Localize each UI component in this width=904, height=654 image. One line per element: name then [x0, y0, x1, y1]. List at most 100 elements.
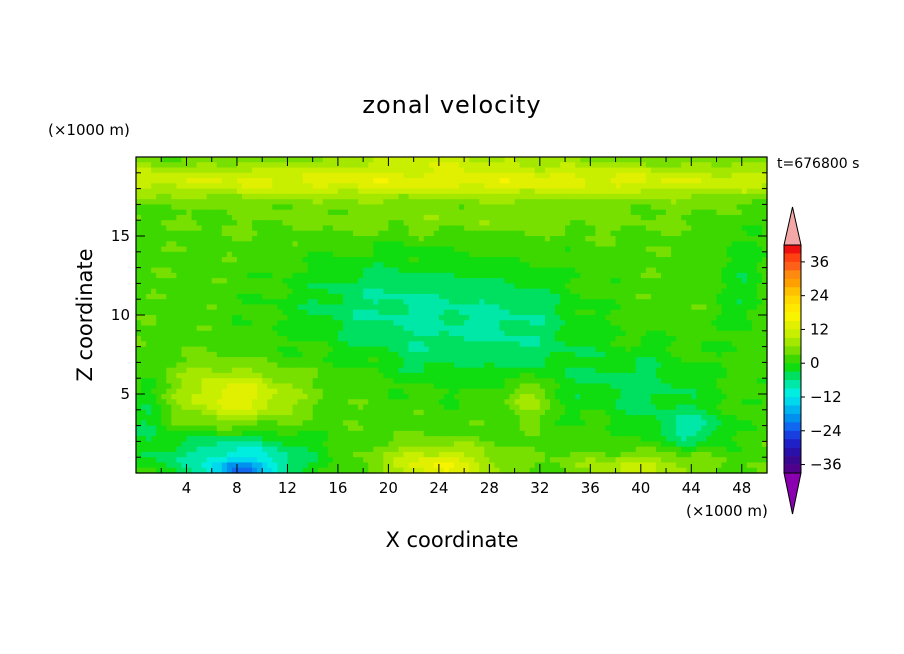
field-cell [519, 225, 526, 232]
field-cell [706, 188, 713, 195]
field-cell [524, 236, 531, 242]
field-cell [146, 188, 152, 195]
field-cell [312, 214, 319, 221]
field-cell [676, 236, 682, 242]
field-cell [161, 199, 167, 205]
field-cell [398, 209, 405, 216]
field-cell [438, 157, 445, 163]
field-cell [484, 157, 490, 163]
field-cell [302, 172, 309, 179]
field-cell [216, 172, 223, 179]
field-cell [383, 236, 389, 242]
field-cell [630, 172, 637, 179]
field-cell [731, 183, 738, 190]
field-cell [282, 351, 289, 358]
field-cell [509, 225, 516, 232]
field-cell [731, 299, 738, 306]
field-cell [151, 262, 157, 269]
field-cell [650, 193, 657, 200]
field-cell [570, 230, 576, 237]
field-cell [236, 262, 243, 269]
field-cell [519, 325, 526, 332]
field-cell [686, 157, 692, 163]
field-cell [433, 172, 440, 179]
field-cell [615, 167, 622, 174]
field-cell [711, 167, 718, 174]
field-cell [342, 320, 349, 327]
field-cell [226, 199, 233, 205]
field-cell [595, 241, 602, 248]
field-cell [454, 172, 460, 179]
field-cell [242, 178, 248, 184]
field-cell [565, 257, 571, 263]
field-cell [469, 236, 475, 242]
field-cell [247, 304, 253, 311]
field-cell [231, 315, 238, 321]
field-cell [438, 283, 445, 290]
field-cell [494, 330, 501, 337]
field-cell [474, 225, 480, 232]
field-cell [736, 272, 743, 279]
field-cell [474, 336, 480, 342]
field-cell [448, 336, 455, 342]
field-cell [368, 357, 374, 363]
field-cell [570, 193, 576, 200]
field-cell [272, 157, 278, 163]
field-cell [332, 309, 339, 316]
field-cell [448, 246, 455, 253]
field-cell [645, 199, 652, 205]
field-cell [438, 272, 445, 279]
field-cell [353, 214, 359, 221]
field-cell [696, 351, 702, 358]
field-cell [660, 257, 667, 263]
field-cell [403, 172, 410, 179]
field-cell [706, 357, 713, 363]
field-cell [620, 304, 627, 311]
field-cell [146, 293, 152, 300]
field-cell [332, 330, 339, 337]
field-cell [721, 357, 728, 363]
field-cell [292, 214, 299, 221]
field-cell [716, 299, 723, 306]
field-cell [327, 336, 334, 342]
field-cell [484, 193, 490, 200]
field-cell [206, 257, 213, 263]
field-cell [302, 299, 309, 306]
field-cell [332, 220, 339, 227]
field-cell [676, 346, 682, 353]
field-cell [469, 241, 475, 248]
field-cell [706, 199, 713, 205]
field-cell [746, 188, 753, 195]
field-cell [509, 167, 516, 174]
field-cell [600, 209, 607, 216]
field-cell [383, 241, 389, 248]
field-cell [625, 257, 632, 263]
field-cell [408, 309, 415, 316]
field-cell [544, 293, 551, 300]
field-cell [337, 214, 344, 221]
field-cell [262, 336, 268, 342]
field-cell [731, 209, 738, 216]
field-cell [141, 246, 147, 253]
field-cell [676, 278, 682, 284]
field-cell [529, 293, 536, 300]
field-cell [348, 214, 354, 221]
field-cell [358, 257, 364, 263]
field-cell [610, 309, 617, 316]
field-cell [151, 251, 157, 258]
field-cell [489, 293, 496, 300]
field-cell [736, 183, 743, 190]
field-cell [514, 315, 521, 321]
field-cell [454, 199, 460, 205]
field-cell [388, 246, 395, 253]
field-cell [645, 162, 652, 169]
field-cell [383, 204, 389, 211]
field-cell [499, 199, 506, 205]
field-cell [221, 272, 228, 279]
field-cell [312, 283, 319, 290]
field-cell [443, 193, 450, 200]
field-cell [469, 267, 475, 274]
field-cell [312, 336, 319, 342]
field-cell [257, 262, 263, 269]
field-cell [312, 220, 319, 227]
